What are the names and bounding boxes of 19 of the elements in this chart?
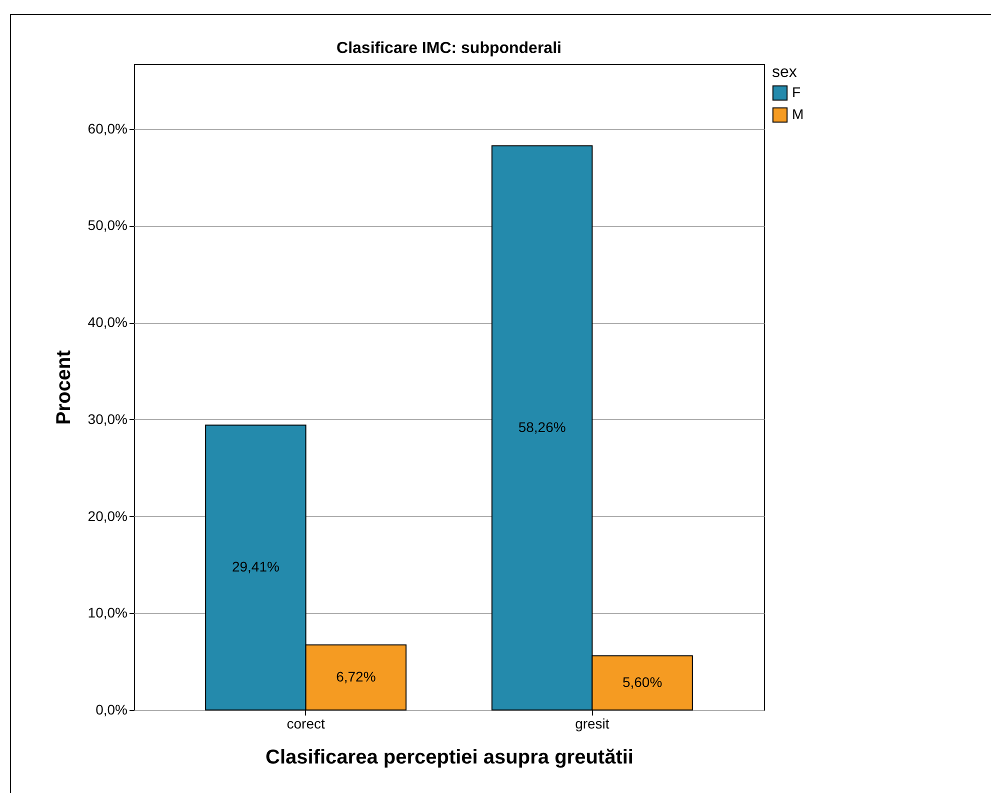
y-tick-label: 10,0% (88, 604, 128, 621)
y-tick-label: 40,0% (88, 314, 128, 330)
data-label: 29,41% (232, 558, 280, 575)
x-axis-title: Clasificarea perceptiei asupra greutătii (266, 746, 634, 768)
y-tick-label: 50,0% (88, 217, 128, 234)
y-tick-label: 30,0% (88, 410, 128, 427)
y-axis-title: Procent (52, 350, 75, 425)
y-tick-label: 0,0% (96, 702, 128, 718)
x-tick-label: gresit (575, 716, 610, 732)
y-tick-label: 20,0% (88, 508, 128, 524)
y-tick-label: 60,0% (88, 120, 128, 136)
data-label: 6,72% (336, 668, 376, 684)
chart-title: Clasificare IMC: subponderali (336, 40, 562, 57)
legend-title: sex (772, 64, 797, 81)
data-label: 5,60% (622, 674, 662, 690)
legend-label: F (792, 84, 801, 100)
x-tick-label: corect (286, 716, 325, 732)
data-label: 58,26% (518, 418, 566, 435)
legend-label: M (792, 106, 804, 122)
